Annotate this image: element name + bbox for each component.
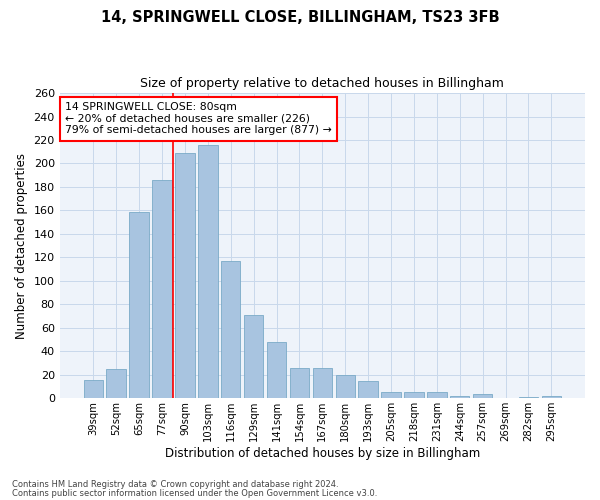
Bar xyxy=(427,392,446,398)
Bar xyxy=(267,342,286,398)
X-axis label: Distribution of detached houses by size in Billingham: Distribution of detached houses by size … xyxy=(165,447,480,460)
Bar xyxy=(152,180,172,398)
Bar xyxy=(313,368,332,398)
Bar xyxy=(221,261,241,398)
Bar xyxy=(519,397,538,398)
Text: 14 SPRINGWELL CLOSE: 80sqm
← 20% of detached houses are smaller (226)
79% of sem: 14 SPRINGWELL CLOSE: 80sqm ← 20% of deta… xyxy=(65,102,332,136)
Bar xyxy=(175,153,194,398)
Y-axis label: Number of detached properties: Number of detached properties xyxy=(15,152,28,338)
Bar xyxy=(335,375,355,398)
Text: Contains HM Land Registry data © Crown copyright and database right 2024.: Contains HM Land Registry data © Crown c… xyxy=(12,480,338,489)
Bar xyxy=(382,392,401,398)
Bar xyxy=(450,396,469,398)
Bar xyxy=(542,396,561,398)
Bar xyxy=(130,212,149,398)
Bar xyxy=(358,380,378,398)
Bar xyxy=(404,392,424,398)
Text: 14, SPRINGWELL CLOSE, BILLINGHAM, TS23 3FB: 14, SPRINGWELL CLOSE, BILLINGHAM, TS23 3… xyxy=(101,10,499,25)
Bar xyxy=(106,369,126,398)
Bar xyxy=(244,315,263,398)
Bar xyxy=(290,368,309,398)
Bar xyxy=(473,394,493,398)
Text: Contains public sector information licensed under the Open Government Licence v3: Contains public sector information licen… xyxy=(12,488,377,498)
Bar xyxy=(198,144,218,398)
Title: Size of property relative to detached houses in Billingham: Size of property relative to detached ho… xyxy=(140,78,504,90)
Bar xyxy=(83,380,103,398)
